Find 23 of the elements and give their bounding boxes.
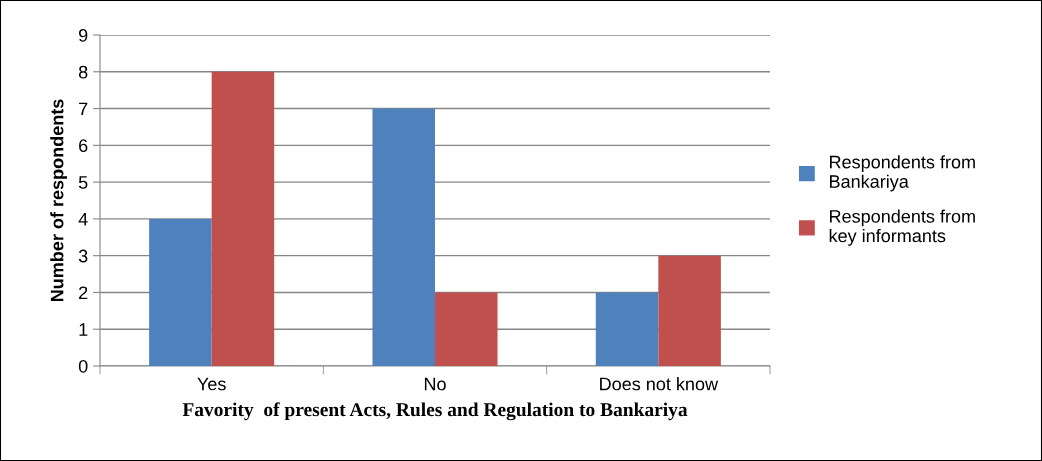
bar xyxy=(211,71,275,366)
y-tick-label: 5 xyxy=(78,176,88,189)
y-tick-label: 3 xyxy=(78,249,88,263)
x-tick-label: No xyxy=(424,377,446,391)
x-tick-label: Yes xyxy=(197,377,226,391)
bar xyxy=(595,292,659,366)
bar xyxy=(658,255,721,366)
y-tick-label: 9 xyxy=(79,28,88,42)
y-tick-label: 2 xyxy=(79,286,88,299)
y-tick-label: 7 xyxy=(79,102,88,116)
y-tick-label: 8 xyxy=(78,65,88,79)
bar xyxy=(435,292,498,366)
legend-label: Respondents from key informants xyxy=(829,209,975,246)
y-tick-label: 1 xyxy=(79,323,88,336)
x-tick-label: Does not know xyxy=(600,377,719,391)
y-tick-label: 0 xyxy=(78,359,88,373)
y-axis-title: Number of respondents xyxy=(50,99,68,302)
x-axis-title: Favority of present Acts, Rules and Regulation to Bankariya xyxy=(182,402,688,421)
y-tick-label: 6 xyxy=(79,139,88,153)
bar xyxy=(372,108,435,366)
legend-label: Respondents from Bankariya xyxy=(830,155,975,192)
bar xyxy=(149,218,212,366)
y-tick-label: 4 xyxy=(78,213,88,226)
